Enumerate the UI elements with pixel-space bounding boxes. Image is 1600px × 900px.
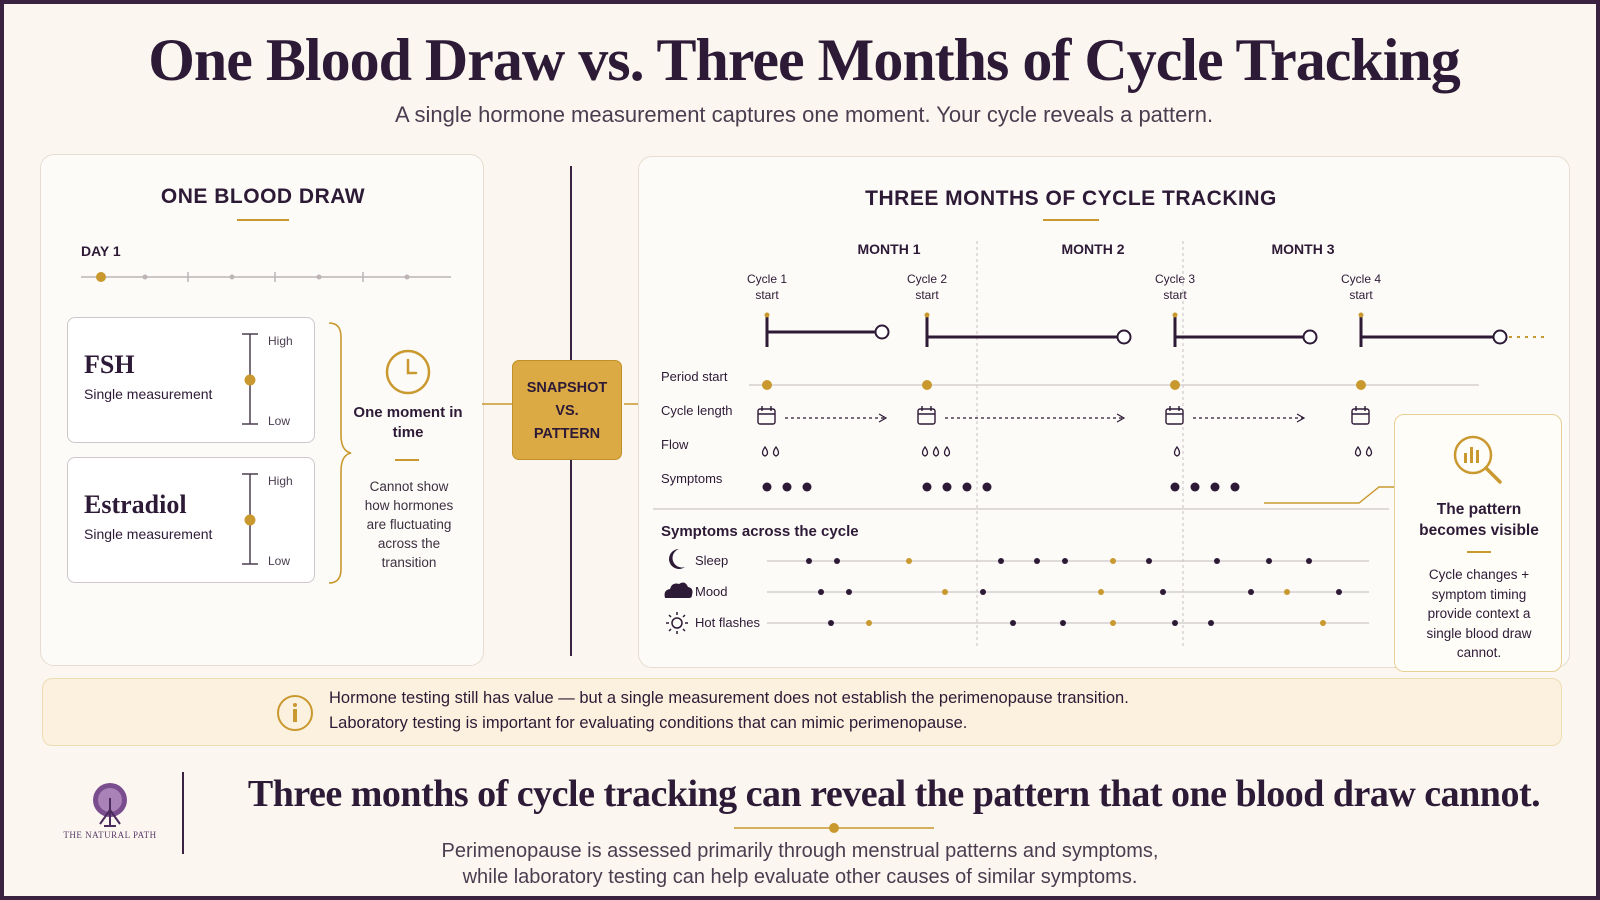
info-box: Hormone testing still has value — but a … (42, 678, 1562, 746)
cycle-1-label: Cycle 1 start (746, 272, 787, 302)
estradiol-gauge (242, 473, 258, 565)
estradiol-low: Low (268, 554, 291, 568)
drop-icon (761, 445, 1373, 457)
fsh-gauge (242, 333, 258, 425)
brace (328, 322, 352, 584)
footer-divider (182, 772, 184, 854)
fsh-low: Low (268, 414, 291, 428)
fsh-sub: Single measurement (84, 386, 213, 402)
moment-rule (395, 459, 419, 461)
day-timeline (81, 272, 451, 282)
cycle-2-label: Cycle 2 start (906, 272, 947, 302)
cycle-tracking-panel: THREE MONTHS OF CYCLE TRACKING MONTH 1 M… (638, 156, 1570, 668)
clock-icon (385, 349, 431, 395)
tree-logo-icon (93, 783, 127, 827)
fsh-name: FSH (84, 350, 135, 379)
fsh-high: High (268, 334, 293, 348)
blood-draw-title: ONE BLOOD DRAW (160, 185, 366, 208)
calendar-icon (757, 406, 1370, 425)
blood-draw-panel: ONE BLOOD DRAW DAY 1 FSH Single measurem… (40, 154, 484, 666)
footer-line-1: Perimenopause is assessed primarily thro… (441, 840, 1159, 862)
symptom-mood: Mood (695, 584, 728, 599)
footer-headline: Three months of cycle tracking can revea… (247, 773, 1541, 815)
moon-icon (669, 549, 685, 569)
pattern-rule (1467, 551, 1491, 553)
estradiol-name: Estradiol (84, 490, 187, 519)
page-title: One Blood Draw vs. Three Months of Cycle… (148, 27, 1461, 93)
info-icon (277, 695, 313, 731)
snapshot-vs-pattern-badge: SNAPSHOT VS. PATTERN (512, 360, 622, 460)
infographic: One Blood Draw vs. Three Months of Cycle… (4, 4, 1596, 896)
symptom-hot-flashes: Hot flashes (695, 615, 761, 630)
cycle-3-label: Cycle 3 start (1154, 272, 1195, 302)
cloud-icon (664, 582, 693, 598)
logo-text: THE NATURAL PATH (63, 830, 157, 840)
day-marker (96, 272, 106, 282)
row-flow: Flow (661, 437, 689, 452)
estradiol-card: Estradiol Single measurement High Low (67, 457, 315, 583)
day-label: DAY 1 (81, 243, 121, 259)
row-symptoms: Symptoms (661, 471, 723, 486)
footer-line-2: while laboratory testing can help evalua… (462, 866, 1138, 888)
title-underline (237, 219, 289, 221)
magnifier-chart-icon (1453, 435, 1502, 484)
cycle-graphic (653, 241, 1544, 647)
cannot-text: Cannot show how hormones are fluctuating… (364, 479, 454, 570)
badge-line-2: VS. (555, 403, 579, 419)
estradiol-high: High (268, 474, 293, 488)
badge-line-3: PATTERN (533, 426, 601, 442)
symptom-sleep: Sleep (695, 553, 729, 568)
month-1-label: MONTH 1 (857, 241, 921, 257)
row-period-start: Period start (661, 369, 728, 384)
estradiol-sub: Single measurement (84, 526, 213, 542)
sun-icon (666, 612, 688, 634)
pattern-body: Cycle changes + symptom timing provide c… (1426, 567, 1532, 660)
month-2-label: MONTH 2 (1061, 241, 1125, 257)
page-subtitle: A single hormone measurement captures on… (394, 102, 1214, 127)
month-3-label: MONTH 3 (1271, 241, 1335, 257)
info-line-2: Laboratory testing is important for eval… (329, 714, 968, 732)
fsh-value-dot (244, 374, 256, 386)
cycle-4-label: Cycle 4 start (1340, 272, 1381, 302)
fsh-card: FSH Single measurement High Low (67, 317, 315, 443)
title-underline-right (1043, 219, 1099, 221)
footer-ornament (734, 823, 934, 833)
pattern-title: The pattern becomes visible (1419, 501, 1539, 539)
pattern-callout: The pattern becomes visible Cycle change… (1394, 414, 1562, 672)
cycle-tracking-title: THREE MONTHS OF CYCLE TRACKING (865, 187, 1277, 210)
estradiol-value-dot (244, 514, 256, 526)
badge-line-1: SNAPSHOT (526, 380, 608, 396)
row-cycle-length: Cycle length (661, 403, 733, 418)
moment-label: One moment in time (353, 404, 463, 441)
symptoms-heading: Symptoms across the cycle (661, 523, 859, 540)
info-line-1: Hormone testing still has value — but a … (329, 689, 1129, 707)
